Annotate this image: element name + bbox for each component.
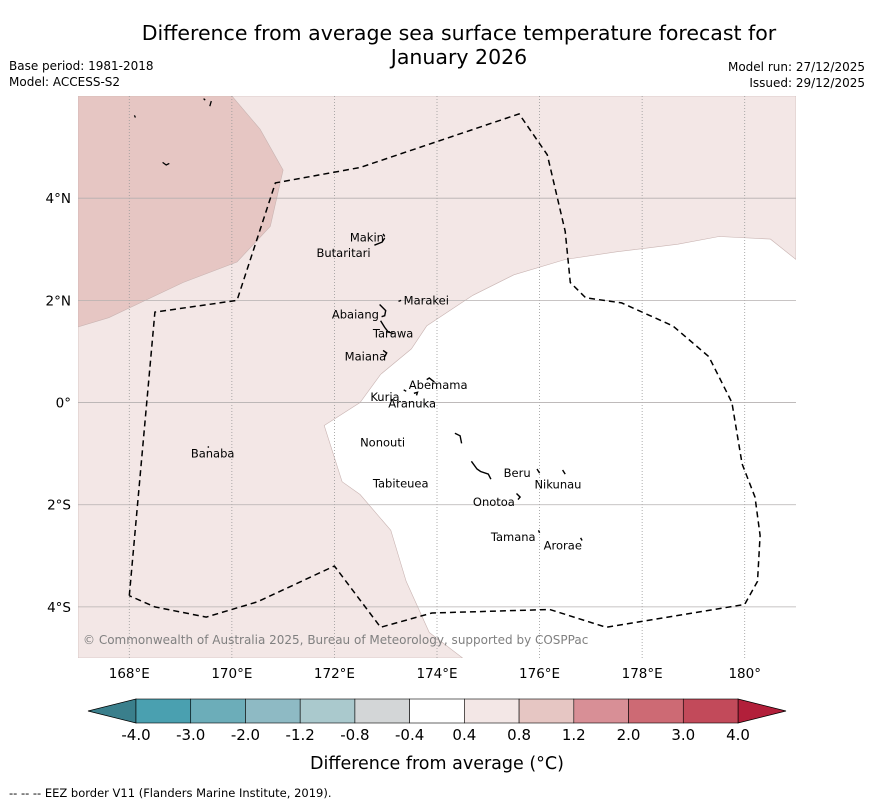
- island-label-onotoa: Onotoa: [473, 495, 515, 509]
- lat-tick-label: 4°S: [47, 600, 71, 616]
- island-label-beru: Beru: [504, 466, 531, 480]
- island-shape-butaritari: [374, 237, 386, 246]
- lat-tick-label: 4°N: [46, 191, 71, 207]
- lon-tick-label: 174°E: [416, 666, 457, 682]
- chart-title-line2: January 2026: [390, 45, 528, 69]
- island-shape-tamana: [537, 530, 541, 534]
- colorbar-tick-label: 3.0: [671, 726, 695, 744]
- colorbar-bin: [245, 698, 301, 724]
- islet-shape: [162, 161, 170, 166]
- colorbar-bin: [682, 698, 739, 724]
- island-label-tabiteuea: Tabiteuea: [372, 476, 429, 490]
- island-label-makin: Makin: [350, 231, 384, 245]
- island-label-abaiang: Abaiang: [332, 308, 379, 322]
- island-label-nonouti: Nonouti: [360, 435, 405, 449]
- eez-border-line: [128, 113, 761, 629]
- colorbar-bin: [518, 698, 575, 724]
- island-shape-nonouti: [454, 432, 463, 444]
- lon-tick-label: 168°E: [109, 666, 150, 682]
- island-shape-abemama: [426, 377, 435, 383]
- lon-tick-label: 176°E: [519, 666, 560, 682]
- colorbar-bin: [299, 698, 356, 724]
- island-label-tamana: Tamana: [490, 530, 536, 544]
- colorbar-tick-label: 4.0: [726, 726, 750, 744]
- island-label-banaba: Banaba: [191, 447, 235, 461]
- eez-border: [128, 113, 761, 629]
- island-shape-aranuka: [413, 391, 419, 396]
- island-shape-kuria: [403, 389, 407, 392]
- lat-tick-label: 2°N: [46, 293, 71, 309]
- island-shape-marakei: [398, 299, 402, 303]
- model-name: Model: ACCESS-S2: [9, 75, 121, 89]
- lat-tick-label: 0°: [56, 396, 71, 412]
- colorbar-bin: [628, 698, 684, 724]
- island-label-nikunau: Nikunau: [534, 477, 581, 491]
- island-label-aranuka: Aranuka: [388, 397, 436, 411]
- colorbar-bin: [354, 698, 410, 724]
- colorbar-tick-label: -0.4: [395, 726, 424, 744]
- lon-tick-label: 178°E: [622, 666, 663, 682]
- colorbar-title: Difference from average (°C): [310, 754, 564, 774]
- gridlines: [78, 96, 796, 658]
- chart-title-line1: Difference from average sea surface temp…: [141, 21, 777, 45]
- credit-text: © Commonwealth of Australia 2025, Bureau…: [83, 633, 588, 647]
- colorbar-tick-label: -2.0: [231, 726, 260, 744]
- colorbar-bin: [573, 698, 629, 724]
- map-axes: 168°E 170°E 172°E 174°E 176°E 178°E 180° 4°N 2°N…: [46, 191, 761, 682]
- lon-tick-label: 172°E: [314, 666, 355, 682]
- island-shape-maiana: [382, 349, 388, 357]
- islet-shape: [133, 115, 136, 118]
- model-run: Model run: 27/12/2025: [727, 60, 865, 74]
- colorbar-tick-label: -0.8: [340, 726, 369, 744]
- lat-tick-label: 2°S: [47, 498, 71, 514]
- island-shape-beru: [536, 468, 541, 474]
- island-shape-makin: [382, 233, 386, 237]
- colorbar-over-arrow: [737, 698, 787, 724]
- island-shape-tarawa: [380, 320, 394, 335]
- colorbar-tick-label: 0.4: [452, 726, 476, 744]
- colorbar-under-arrow: [87, 698, 137, 724]
- chart-title: Difference from average sea surface temp…: [0, 21, 873, 69]
- colorbar-tick-label: -1.2: [286, 726, 315, 744]
- colorbar-tick-label: -3.0: [176, 726, 205, 744]
- colorbar-tick-label: 2.0: [617, 726, 641, 744]
- island-label-maiana: Maiana: [345, 350, 387, 364]
- base-period: Base period: 1981-2018: [9, 59, 154, 73]
- issued-date: Issued: 29/12/2025: [749, 76, 865, 90]
- lon-tick-label: 170°E: [211, 666, 252, 682]
- islet-shape: [209, 100, 212, 107]
- island-shape-banaba: [207, 446, 210, 448]
- eez-footnote: -- -- -- EEZ border V11 (Flanders Marine…: [9, 786, 332, 800]
- meta-right: Model run: 27/12/2025 Issued: 29/12/2025: [728, 59, 865, 91]
- colorbar-bin: [464, 698, 520, 724]
- meta-left: Base period: 1981-2018 Model: ACCESS-S2: [9, 58, 154, 90]
- island-shape-abaiang: [379, 304, 387, 318]
- colorbar-tick-label: -4.0: [121, 726, 150, 744]
- island-label-kuria: Kuria: [370, 390, 399, 404]
- colorbar-bin: [190, 698, 246, 724]
- islands: [133, 98, 583, 541]
- islet-shape: [203, 98, 206, 101]
- colorbar-tick-label: 0.8: [507, 726, 531, 744]
- island-shape-arorae: [579, 537, 583, 541]
- lon-tick-label: 180°: [728, 666, 761, 682]
- colorbar: -4.0 -3.0 -2.0 -1.2 -0.8 -0.4 0.4 0.8 1.2 2.0 3.0 4…: [87, 698, 787, 744]
- island-shape-nikunau: [562, 469, 566, 475]
- island-label-arorae: Arorae: [544, 539, 582, 553]
- island-shape-tabiteuea: [470, 460, 492, 480]
- island-label-marakei: Marakei: [404, 293, 449, 307]
- colorbar-bin: [409, 698, 465, 724]
- colorbar-bin: [135, 698, 192, 724]
- island-label-abemama: Abemama: [409, 378, 468, 392]
- colorbar-tick-label: 1.2: [562, 726, 586, 744]
- island-label-butaritari: Butaritari: [316, 246, 370, 260]
- island-label-tarawa: Tarawa: [372, 327, 413, 341]
- island-shape-onotoa: [516, 493, 522, 501]
